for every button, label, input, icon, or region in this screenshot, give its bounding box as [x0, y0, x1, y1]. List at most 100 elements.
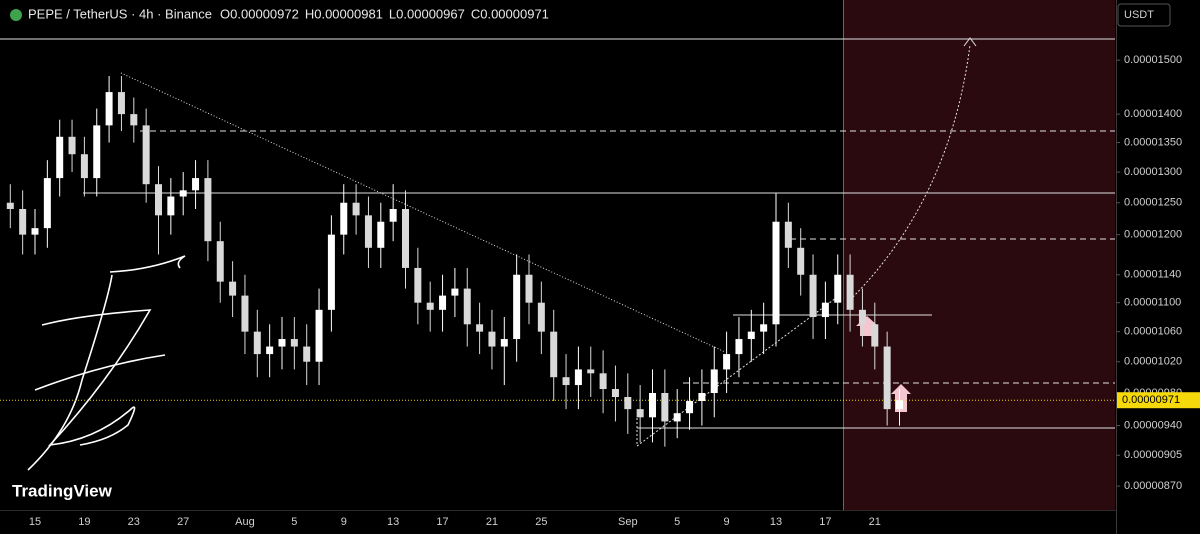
candle-body [105, 92, 113, 126]
candle-body [698, 393, 706, 402]
y-tick-label: 0.00001350 [1124, 136, 1182, 148]
last-price-box [1117, 392, 1200, 409]
y-tick-label: 0.00000870 [1124, 480, 1182, 492]
candle-body [93, 125, 101, 179]
logo-text: TradingView [12, 481, 113, 500]
y-tick-label: 0.00001140 [1124, 269, 1181, 281]
candle-body [550, 331, 558, 378]
candle-body [611, 389, 619, 397]
x-tick-label: 21 [486, 516, 498, 528]
x-tick-label: 9 [341, 516, 347, 528]
x-tick-label: 17 [819, 516, 831, 528]
candle-body [155, 184, 162, 216]
x-tick-label: 17 [436, 516, 448, 528]
projection-arc [849, 44, 971, 301]
candle-body [377, 221, 385, 248]
candle-body [513, 274, 521, 340]
candle-body [686, 401, 694, 414]
x-tick-label: 13 [387, 516, 399, 528]
candle-body [352, 202, 360, 216]
candle-body [784, 221, 792, 248]
x-tick-label: 25 [535, 516, 547, 528]
candle-body [117, 92, 125, 115]
highlight-zone [843, 0, 1115, 510]
candle-body [735, 339, 743, 355]
y-tick-label: 0.00001400 [1124, 108, 1182, 120]
y-tick-label: 0.00001100 [1124, 297, 1181, 309]
candle-body [599, 373, 607, 390]
candle-body [56, 136, 64, 179]
candle-body [537, 302, 545, 332]
candle-body [130, 114, 138, 126]
y-tick-label: 0.00001060 [1124, 326, 1182, 338]
candle-body [327, 234, 335, 310]
candle-body [451, 288, 459, 296]
candle-body [846, 274, 854, 310]
trend-line [636, 294, 841, 447]
candle-body [31, 228, 39, 235]
candle-body [414, 267, 422, 303]
candle-body [488, 331, 496, 347]
candle-body [426, 302, 434, 310]
ohlc-label: H [305, 6, 314, 21]
candle-body [883, 346, 891, 410]
x-tick-label: 13 [770, 516, 782, 528]
currency-box[interactable] [1117, 3, 1171, 27]
ohlc-value: 0.00000971 [480, 6, 549, 21]
currency: USDT [1124, 9, 1154, 21]
y-tick-label: 0.00001500 [1124, 54, 1182, 66]
x-tick-label: 5 [291, 516, 297, 528]
y-tick-label: 0.00001020 [1124, 356, 1182, 368]
candle-body [772, 221, 780, 325]
candle-body [204, 178, 212, 242]
candle-body [216, 241, 224, 282]
candle-body [747, 331, 755, 340]
candle-body [896, 400, 903, 410]
candle-body [649, 393, 656, 418]
candle-body [710, 369, 718, 394]
candle-body [797, 247, 805, 275]
candle-body [266, 346, 274, 355]
candle-body [364, 215, 372, 248]
x-tick-label: 27 [177, 516, 189, 528]
candle-body [303, 346, 311, 362]
symbol-icon [10, 9, 22, 21]
ohlc-value: 0.00000981 [314, 6, 383, 21]
candle-body [290, 339, 298, 347]
candle-body [858, 309, 866, 325]
candle-body [340, 202, 348, 235]
candle-body [389, 209, 397, 222]
candles [6, 75, 903, 447]
candle-body [834, 274, 842, 303]
candle-body [587, 369, 595, 374]
candle-body [574, 369, 582, 386]
x-tick-label: 5 [674, 516, 680, 528]
signature [27, 255, 186, 471]
symbol: PEPE / TetherUS · 4h · Binance [28, 6, 212, 21]
x-tick-label: Sep [618, 516, 638, 528]
ohlc-value: 0.00000967 [396, 6, 465, 21]
candle-body [19, 209, 27, 235]
candle-body [476, 324, 484, 332]
candle-body [439, 295, 447, 310]
candle-body [463, 288, 471, 325]
arrow-head [963, 37, 977, 47]
last-price-label: 0.00000971 [1122, 394, 1180, 406]
candle-body [562, 377, 570, 386]
candle-body [809, 274, 817, 318]
candle-body [142, 125, 150, 185]
candle-body [402, 209, 409, 268]
candle-body [821, 302, 829, 318]
y-tick-label: 0.00001300 [1124, 166, 1182, 178]
candle-body [253, 331, 261, 355]
y-tick-label: 0.00001200 [1124, 229, 1182, 241]
x-tick-label: 21 [869, 516, 881, 528]
y-tick-label: 0.00000940 [1124, 419, 1182, 431]
candle-body [315, 309, 323, 362]
x-tick-label: 19 [78, 516, 90, 528]
candle-body [192, 178, 200, 191]
x-tick-label: 9 [724, 516, 730, 528]
candle-body [43, 178, 51, 229]
ohlc-label: C [471, 6, 480, 21]
